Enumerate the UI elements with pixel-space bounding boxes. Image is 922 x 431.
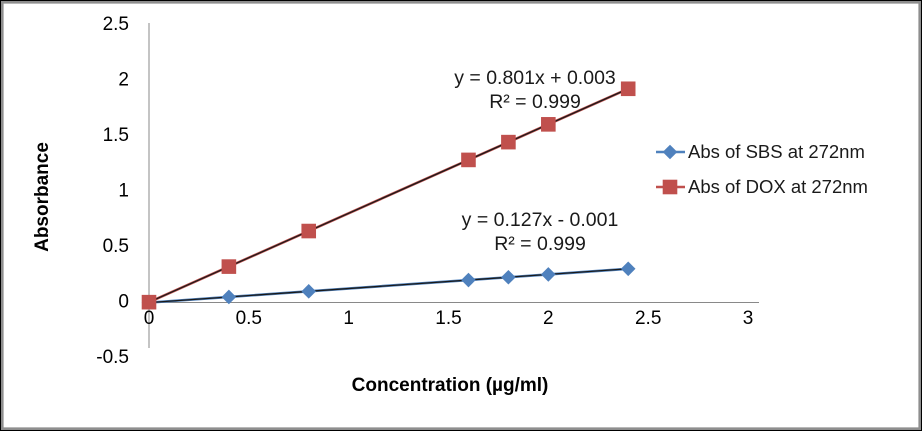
svg-text:Abs of SBS at 272nm: Abs of SBS at 272nm bbox=[688, 141, 865, 162]
svg-text:Concentration (µg/ml): Concentration (µg/ml) bbox=[352, 375, 549, 396]
svg-text:Abs of DOX at 272nm: Abs of DOX at 272nm bbox=[688, 176, 868, 197]
svg-text:0.5: 0.5 bbox=[236, 308, 262, 329]
svg-text:0: 0 bbox=[144, 308, 155, 329]
svg-text:0.5: 0.5 bbox=[103, 236, 129, 257]
svg-text:0: 0 bbox=[118, 292, 129, 313]
svg-text:1: 1 bbox=[118, 181, 129, 202]
svg-text:1.5: 1.5 bbox=[103, 125, 129, 146]
svg-text:y = 0.801x + 0.003: y = 0.801x + 0.003 bbox=[454, 67, 616, 89]
svg-text:2: 2 bbox=[543, 308, 554, 329]
svg-text:R² = 0.999: R² = 0.999 bbox=[489, 91, 581, 113]
svg-text:2: 2 bbox=[118, 70, 129, 91]
svg-text:1.5: 1.5 bbox=[435, 308, 461, 329]
svg-text:R² = 0.999: R² = 0.999 bbox=[494, 233, 586, 255]
svg-text:y = 0.127x - 0.001: y = 0.127x - 0.001 bbox=[462, 209, 619, 231]
svg-text:-0.5: -0.5 bbox=[96, 347, 129, 368]
svg-text:2.5: 2.5 bbox=[635, 308, 661, 329]
svg-text:3: 3 bbox=[743, 308, 754, 329]
svg-text:2.5: 2.5 bbox=[103, 14, 129, 35]
svg-text:1: 1 bbox=[343, 308, 354, 329]
svg-text:Absorbance: Absorbance bbox=[32, 142, 53, 252]
